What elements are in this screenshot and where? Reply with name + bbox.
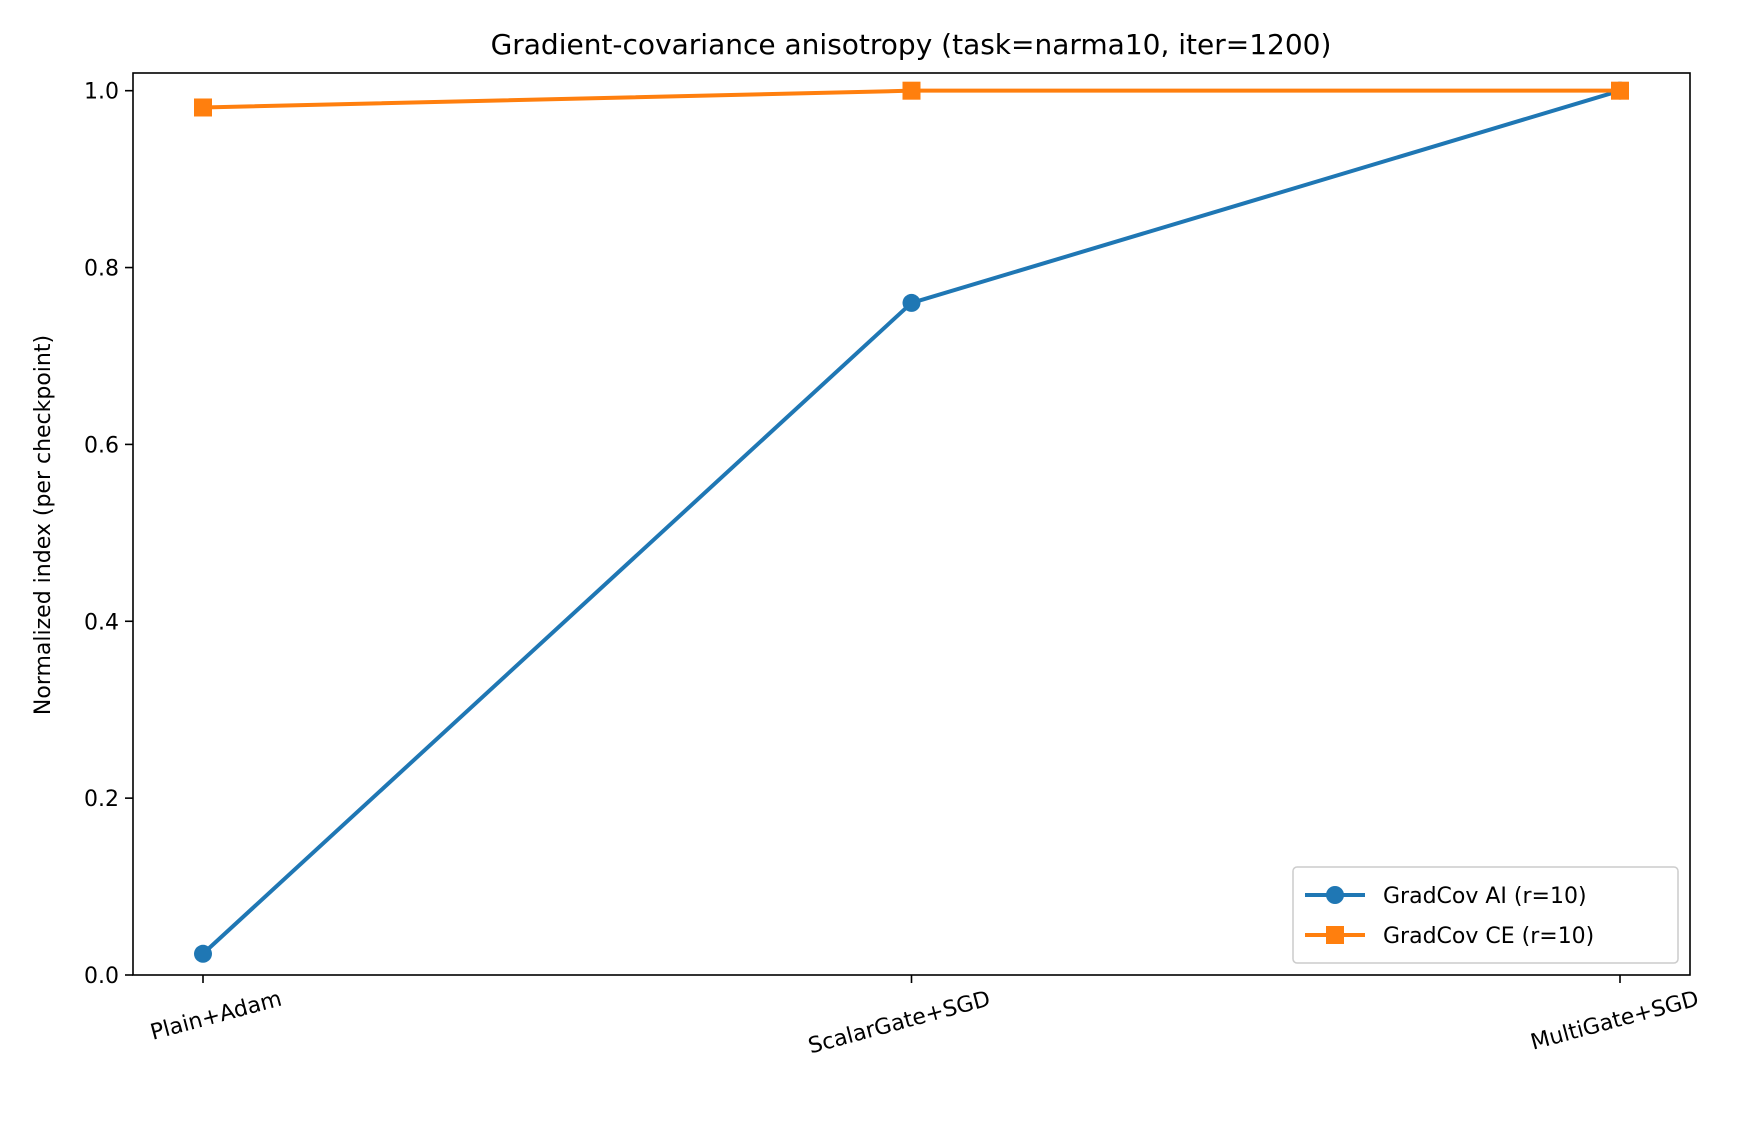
data-point [194,944,212,963]
x-tick-label: ScalarGate+SGD [806,987,993,1060]
legend-label: GradCov CE (r=10) [1383,924,1594,949]
y-tick-label: 0.6 [84,433,119,458]
y-tick-label: 0.2 [84,787,119,812]
y-tick-label: 0.0 [84,964,119,989]
x-tick-label: MultiGate+SGD [1528,987,1701,1056]
y-tick-label: 1.0 [84,80,119,105]
y-tick-label: 0.4 [84,610,119,635]
legend-marker [1326,886,1344,904]
data-point [902,293,921,312]
legend-marker [1326,926,1344,944]
data-point [902,81,921,100]
legend-label: GradCov AI (r=10) [1383,884,1587,909]
y-axis-title: Normalized index (per checkpoint) [31,335,56,715]
data-point [194,98,212,117]
data-point [1611,81,1629,100]
y-tick-label: 0.8 [84,257,119,282]
x-tick-label: Plain+Adam [148,987,285,1046]
plot-frame [132,72,1691,976]
legend: GradCov AI (r=10) GradCov CE (r=10) [1292,866,1679,964]
chart-title: Gradient-covariance anisotropy (task=nar… [491,28,1332,61]
legend-box [1292,866,1679,964]
series-line-1 [201,88,1621,956]
